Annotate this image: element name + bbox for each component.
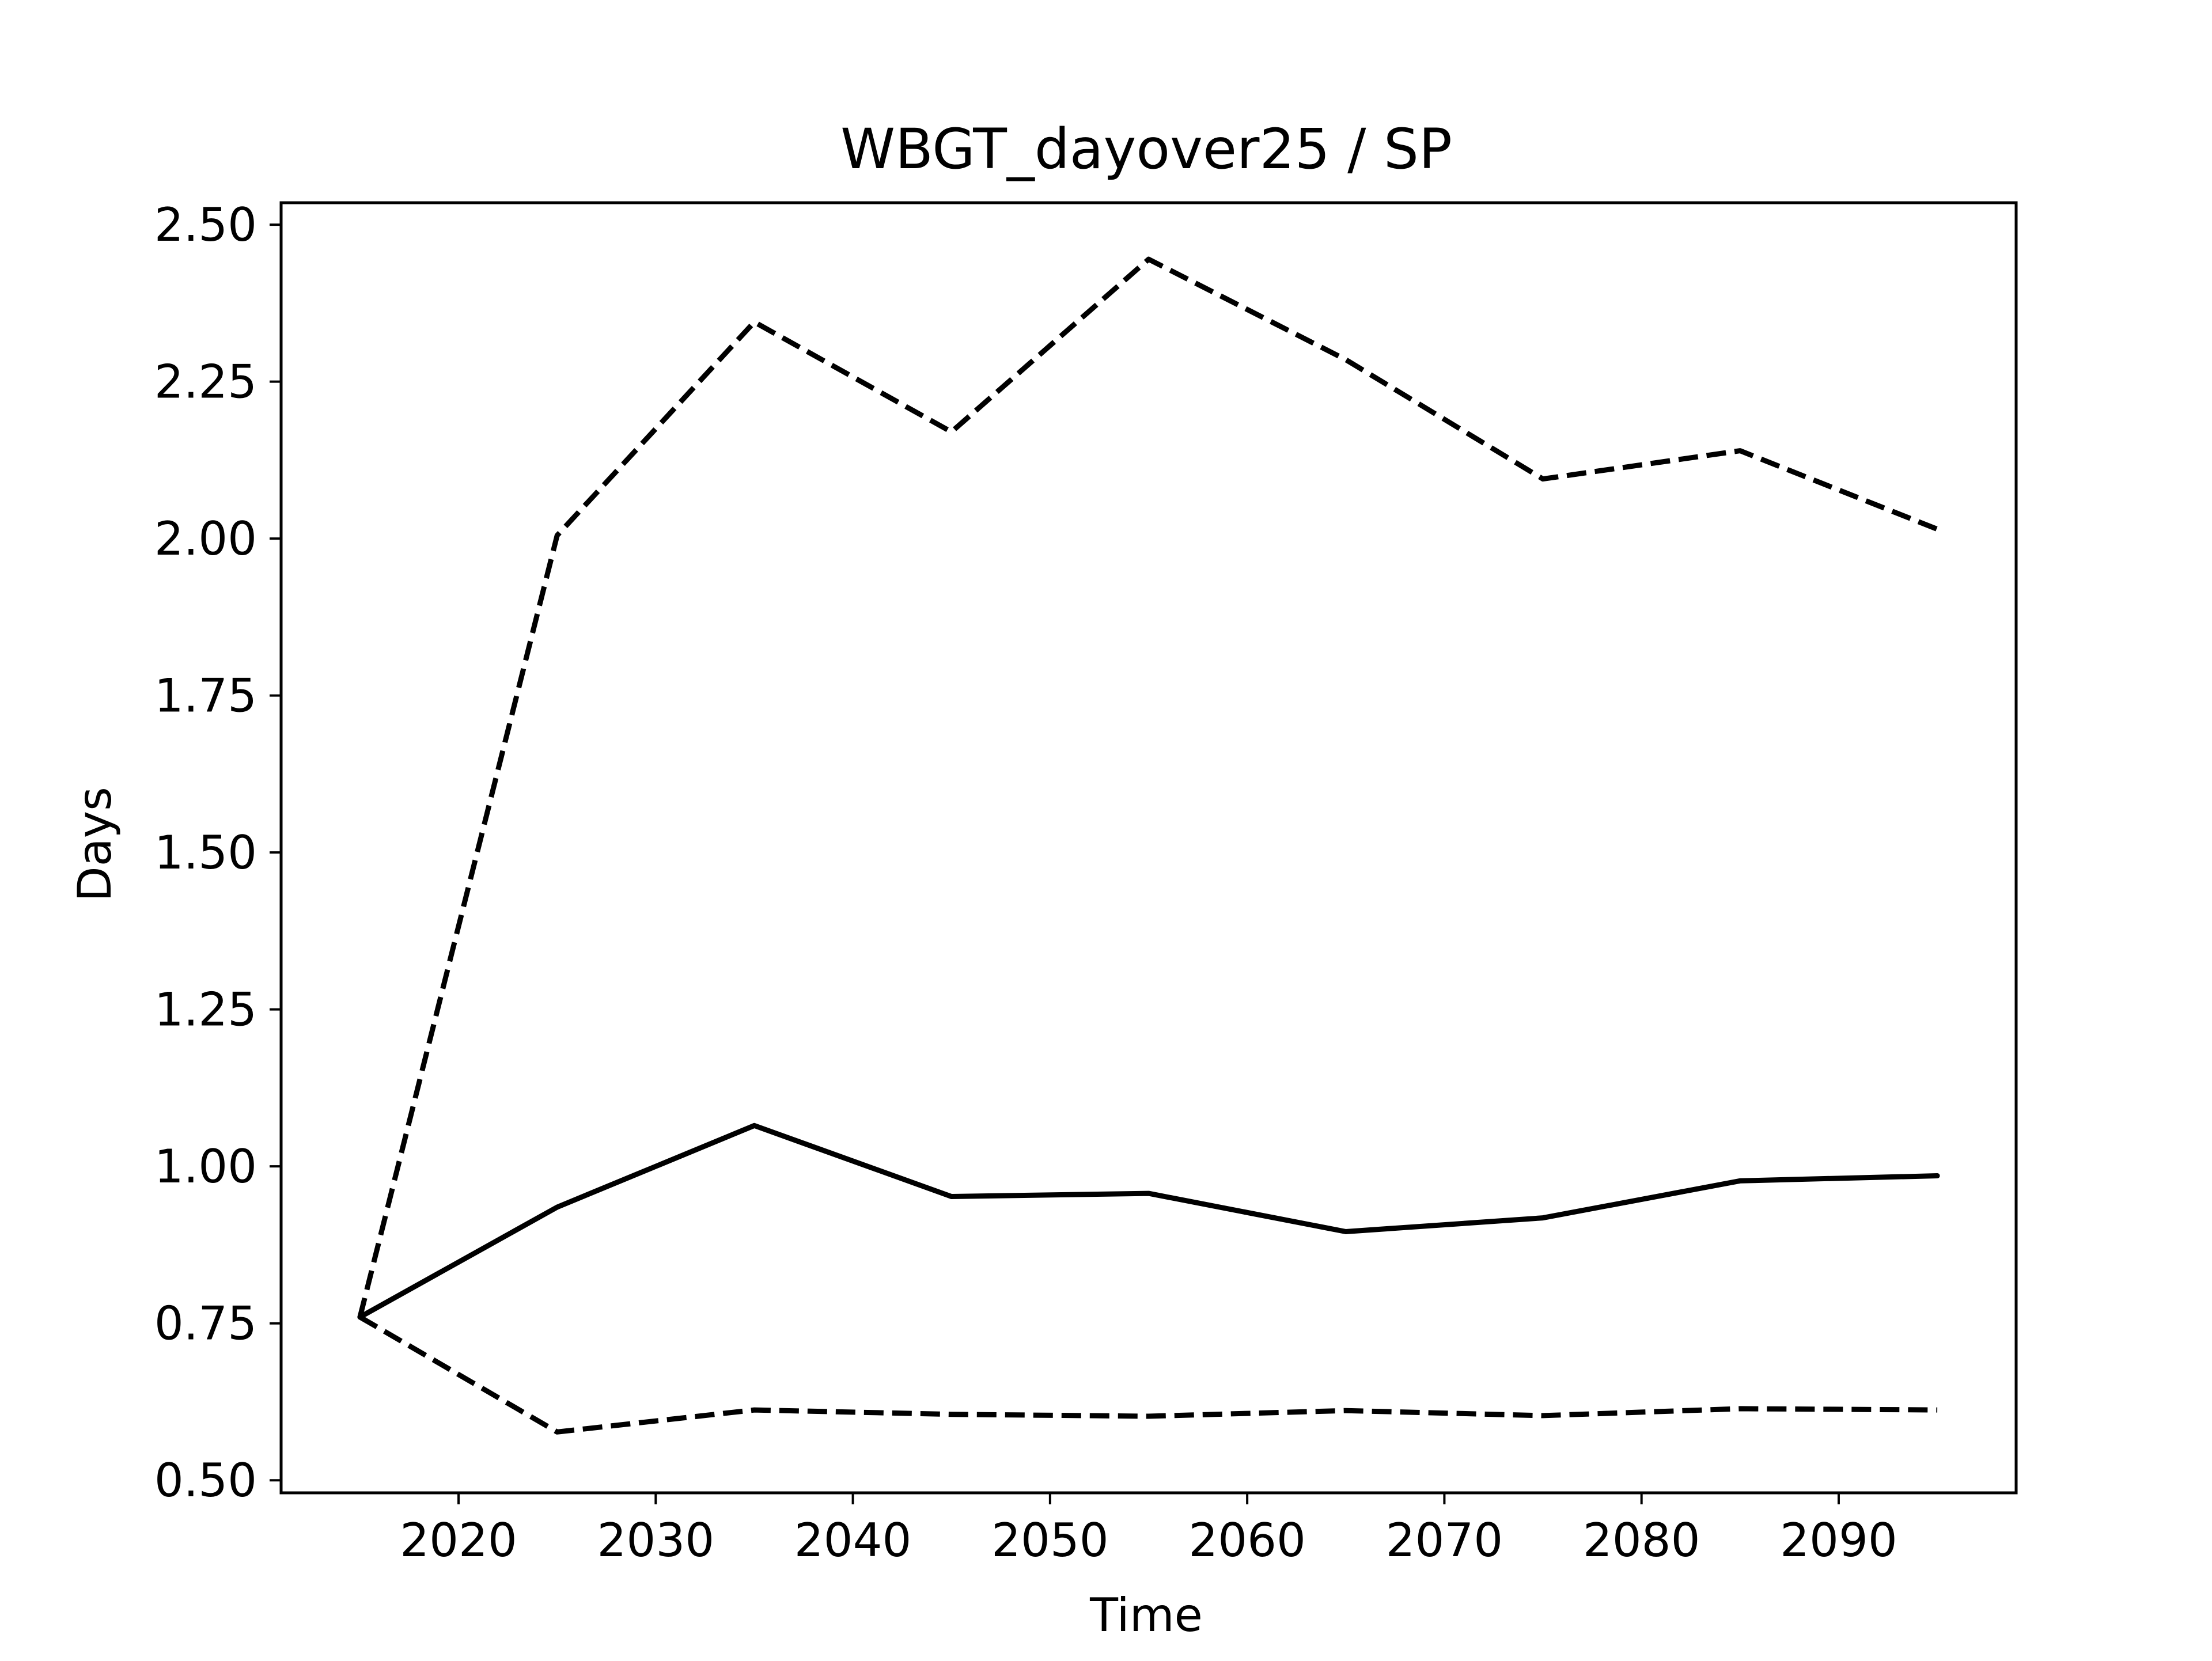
x-tick-label: 2050 bbox=[991, 1514, 1109, 1567]
y-tick-label: 0.50 bbox=[154, 1454, 257, 1507]
y-tick-label: 1.25 bbox=[154, 983, 257, 1037]
solid-series-line-0 bbox=[357, 1122, 1940, 1320]
y-tick-label: 2.50 bbox=[154, 198, 257, 252]
x-axis: 2020 2030 2040 2050 2060 2070 2080 2090 bbox=[400, 1493, 1897, 1567]
y-tick-label: 1.50 bbox=[154, 826, 257, 879]
x-tick-label: 2090 bbox=[1780, 1514, 1897, 1567]
x-tick-label: 2080 bbox=[1583, 1514, 1700, 1567]
x-tick-label: 2030 bbox=[597, 1514, 715, 1567]
x-tick-label: 2040 bbox=[794, 1514, 912, 1567]
y-axis-title: Days bbox=[68, 787, 122, 902]
y-axis: 0.50 0.75 1.00 1.25 1.50 1.75 2.00 2.25 2.50 bbox=[154, 198, 281, 1507]
plot-frame bbox=[279, 201, 2018, 1495]
dashed-series-line-1 bbox=[357, 256, 1938, 1318]
series-layer bbox=[357, 256, 1940, 1435]
x-axis-title: Time bbox=[1089, 1588, 1203, 1642]
x-tick-label: 2060 bbox=[1188, 1514, 1306, 1567]
y-tick-label: 1.00 bbox=[154, 1140, 257, 1193]
y-tick-label: 2.00 bbox=[154, 512, 257, 566]
y-tick-label: 1.75 bbox=[154, 669, 257, 723]
x-tick-label: 2070 bbox=[1386, 1514, 1503, 1567]
chart-title: WBGT_dayover25 / SP bbox=[840, 117, 1452, 181]
x-tick-label: 2020 bbox=[400, 1514, 517, 1567]
dashed-series-line-2 bbox=[358, 1314, 1938, 1435]
y-tick-label: 2.25 bbox=[154, 355, 257, 409]
y-tick-label: 0.75 bbox=[154, 1297, 257, 1351]
